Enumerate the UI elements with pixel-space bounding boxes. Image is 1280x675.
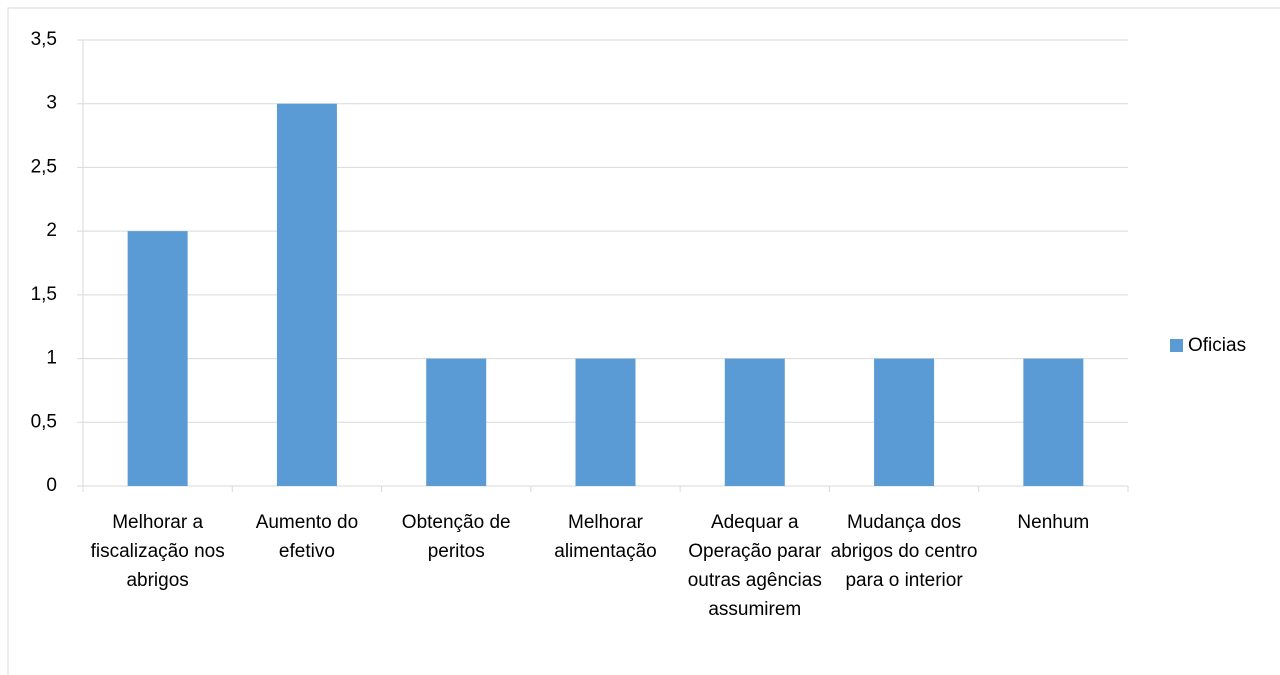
x-tick-label: Melhorar a fiscalização nos abrigos	[90, 512, 225, 591]
bar	[575, 358, 636, 486]
y-tick-label: 0,5	[31, 411, 57, 432]
y-tick-label: 3	[46, 93, 57, 114]
y-tick-label: 3,5	[31, 29, 57, 50]
bar	[127, 231, 188, 486]
x-tick-label: Mudança dos abrigos do centro para o int…	[830, 512, 978, 591]
bar	[426, 358, 487, 486]
bar	[1023, 358, 1084, 486]
legend-swatch	[1170, 339, 1183, 352]
bar	[724, 358, 785, 486]
x-tick-label: Melhorar alimentação	[554, 512, 657, 562]
x-tick-label: Adequar a Operação parar outras agências…	[687, 512, 822, 620]
y-tick-label: 1,5	[31, 284, 57, 305]
legend-label: Oficias	[1188, 335, 1246, 356]
bar	[276, 103, 337, 486]
y-tick-label: 2	[46, 220, 57, 241]
y-tick-label: 1	[46, 348, 57, 369]
x-tick-label: Obtenção de peritos	[401, 512, 511, 562]
y-tick-label: 0	[46, 475, 57, 496]
chart-frame	[7, 7, 1280, 675]
bar	[874, 358, 935, 486]
y-tick-label: 2,5	[31, 156, 57, 177]
x-tick-label: Nenhum	[1017, 512, 1090, 533]
x-tick-label: Aumento do efetivo	[255, 512, 359, 562]
